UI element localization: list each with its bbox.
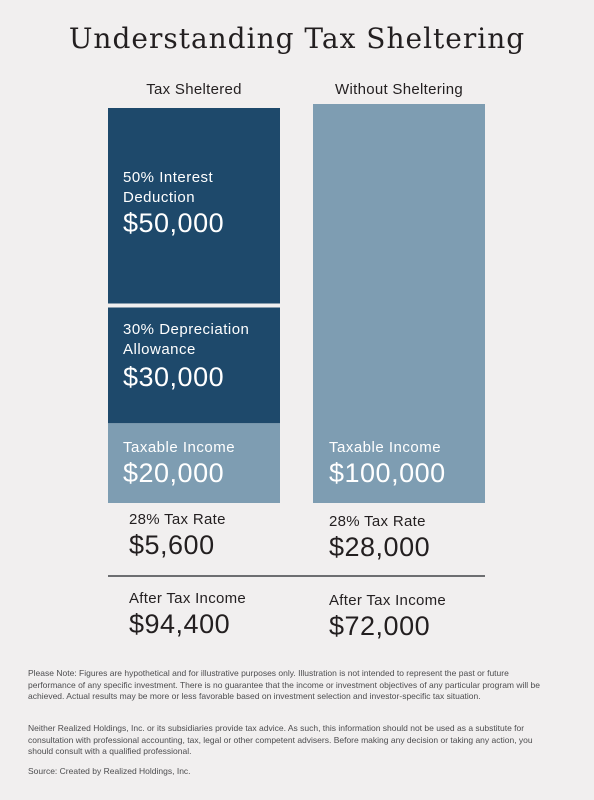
tax-rate-label-sheltered: 28% Tax Rate — [129, 511, 226, 528]
after-tax-label-sheltered: After Tax Income — [129, 590, 247, 607]
segment-label-taxable-sheltered: Taxable Income — [123, 439, 236, 456]
after-tax-value-sheltered: $94,400 — [129, 609, 231, 639]
after-tax-value-unsheltered: $72,000 — [329, 611, 431, 641]
after-tax-label-unsheltered: After Tax Income — [329, 592, 447, 609]
tax-value-unsheltered: $28,000 — [329, 532, 431, 562]
segment-value-taxable-unsheltered: $100,000 — [329, 458, 446, 488]
column-header-without-sheltering: Without Sheltering — [335, 81, 463, 98]
segment-label-interest-line1: 50% Interest — [123, 169, 214, 186]
bar-segment-0-1 — [108, 307, 280, 424]
bar-segment-0-2 — [108, 108, 280, 304]
footnote-tax-advice: Neither Realized Holdings, Inc. or its s… — [28, 723, 533, 756]
page-title: Understanding Tax Sheltering — [68, 22, 526, 55]
segment-value-depreciation: $30,000 — [123, 362, 225, 392]
footnote-disclaimer: Please Note: Figures are hypothetical an… — [28, 668, 540, 701]
segment-label-interest: 50% Interest Deduction — [123, 168, 213, 208]
divider-rule — [108, 575, 485, 577]
segment-label-taxable-unsheltered: Taxable Income — [329, 439, 442, 456]
bar-segment-0-0 — [108, 423, 280, 503]
segment-label-interest-line2: Deduction — [123, 189, 196, 206]
footnote-source: Source: Created by Realized Holdings, In… — [28, 766, 191, 776]
tax-rate-label-unsheltered: 28% Tax Rate — [329, 513, 426, 530]
bar-segment-1-0 — [313, 104, 485, 503]
segment-label-depreciation-line1: 30% Depreciation — [123, 321, 250, 338]
segment-value-interest: $50,000 — [123, 208, 225, 238]
column-header-tax-sheltered: Tax Sheltered — [146, 81, 242, 98]
segment-label-depreciation: 30% Depreciation Allowance — [123, 320, 249, 360]
segment-value-taxable-sheltered: $20,000 — [123, 458, 225, 488]
segment-label-depreciation-line2: Allowance — [123, 341, 196, 358]
tax-value-sheltered: $5,600 — [129, 530, 215, 560]
